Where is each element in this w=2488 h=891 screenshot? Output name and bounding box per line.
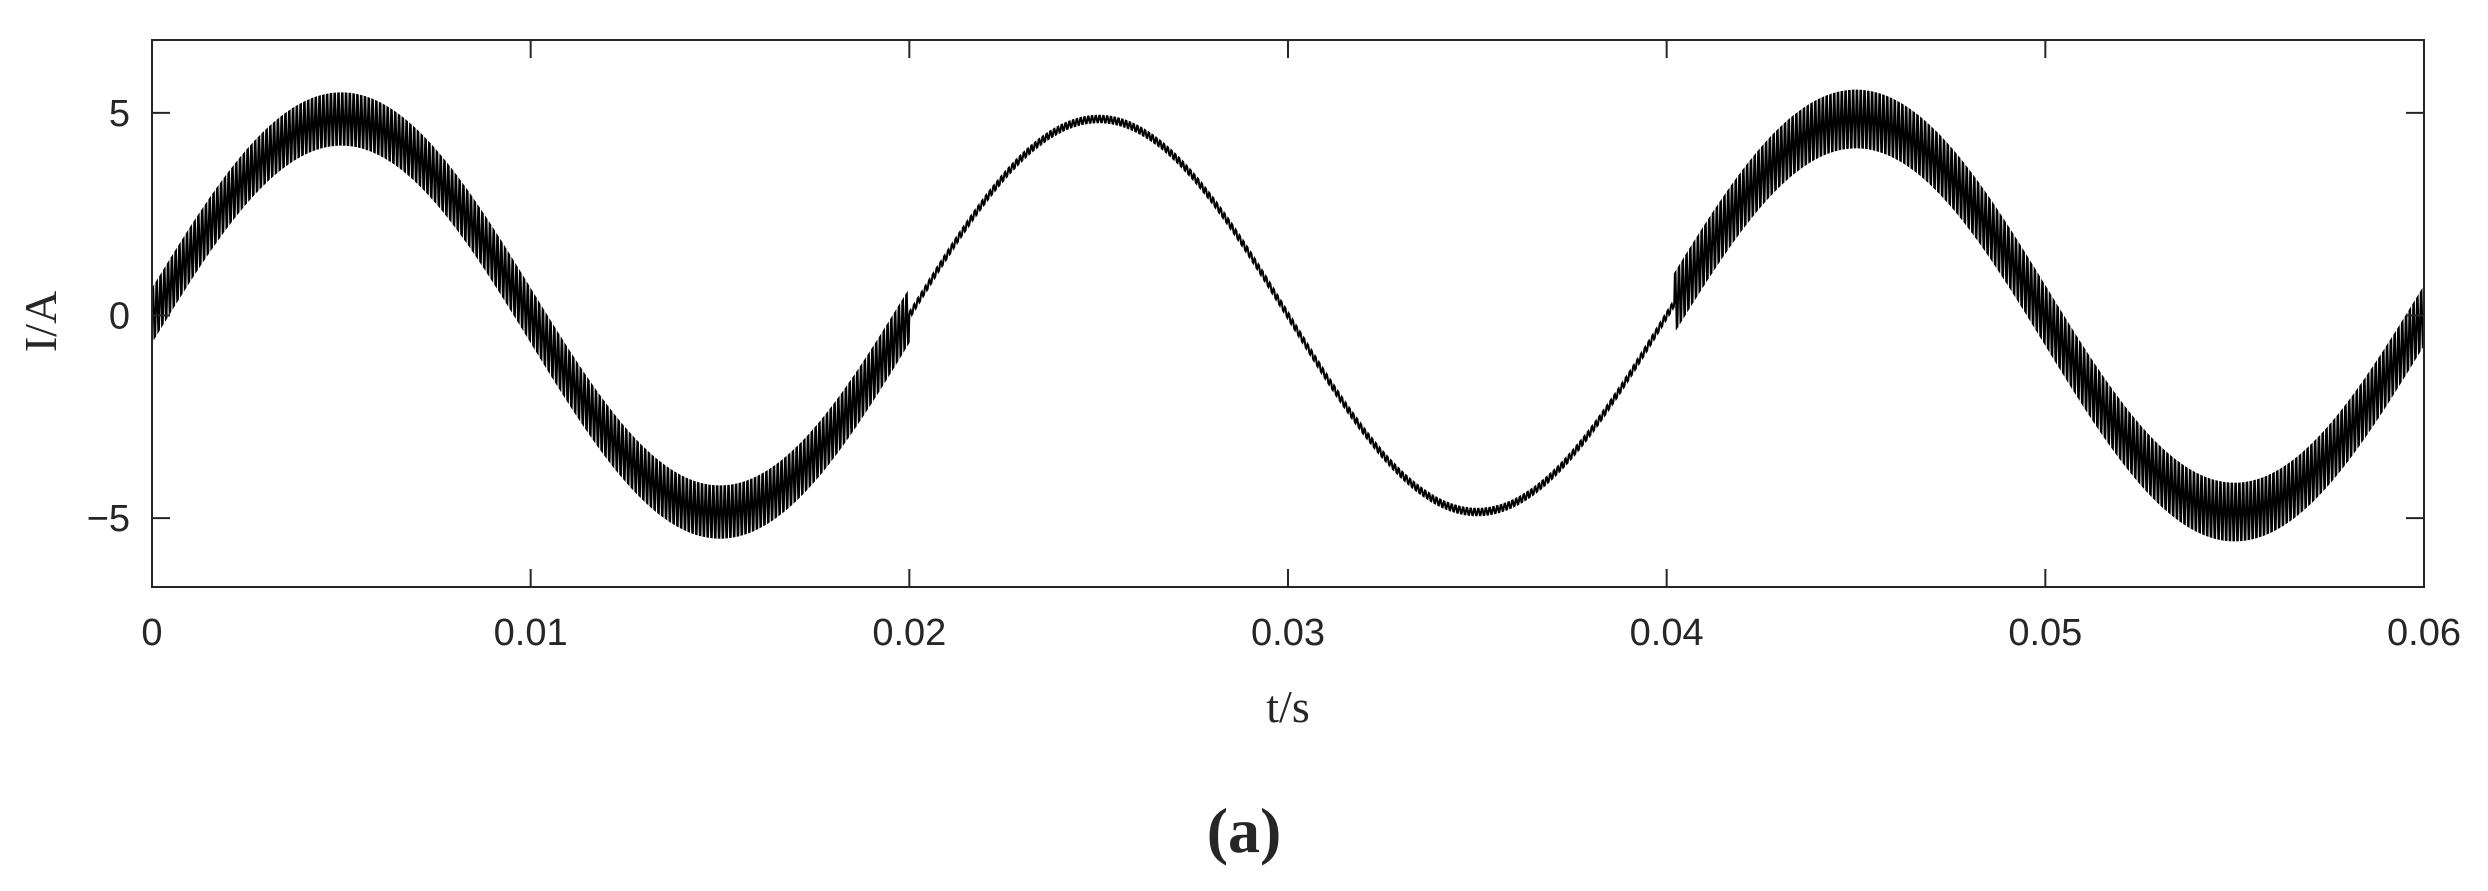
y-tick-label: −5: [87, 498, 130, 540]
x-tick-label: 0.03: [1251, 612, 1325, 654]
y-tick-label: 0: [109, 296, 130, 338]
ticks: [151, 40, 2425, 587]
x-axis-label: t/s: [1266, 681, 1309, 732]
tick-labels: 0 0.01 0.02 0.03 0.04 0.05 0.06 5 0 −5: [87, 93, 2461, 654]
y-tick-label: 5: [109, 93, 130, 135]
x-tick-label: 0.04: [1630, 612, 1704, 654]
plot-area: [151, 89, 2425, 542]
x-tick-label: 0.02: [872, 612, 946, 654]
x-tick-label: 0.06: [2387, 612, 2461, 654]
x-tick-label: 0.01: [494, 612, 568, 654]
figure-caption: (a): [1207, 795, 1282, 866]
y-axis-label: I/A: [15, 291, 66, 352]
x-tick-label: 0.05: [2008, 612, 2082, 654]
x-tick-label: 0: [141, 612, 162, 654]
current-waveform-line: [151, 89, 2425, 542]
